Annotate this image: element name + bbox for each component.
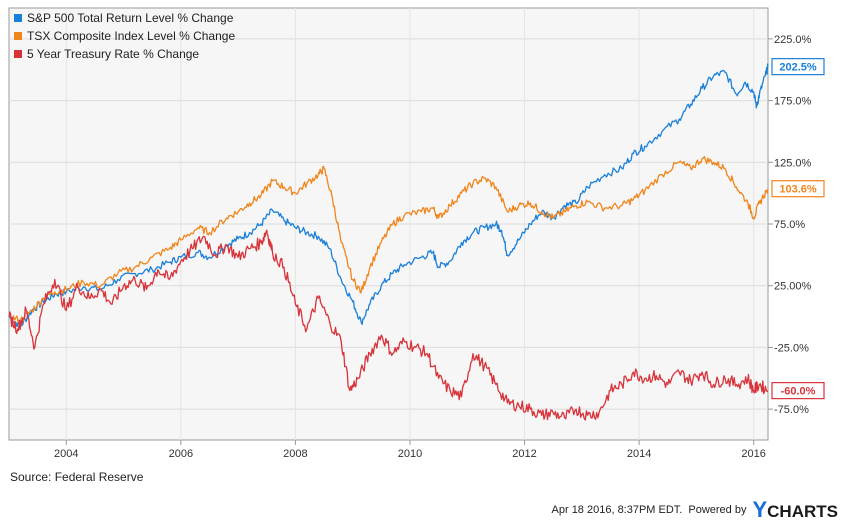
end-value-label: -60.0%	[781, 386, 816, 398]
timestamp: Apr 18 2016, 8:37PM EDT.	[551, 504, 683, 516]
y-tick-label: -25.0%	[774, 342, 809, 354]
legend-item-label[interactable]: 5 Year Treasury Rate % Change	[27, 47, 199, 61]
legend-swatch[interactable]	[14, 50, 22, 58]
legend-swatch[interactable]	[14, 14, 22, 22]
axis-layer: 225.0% 175.0% 125.0% 75.0% 25.00% -25.0% -75.0…	[54, 34, 811, 460]
source-note: Source: Federal Reserve	[10, 470, 144, 484]
y-tick-label: 75.0%	[774, 219, 805, 231]
y-tick-label: 175.0%	[774, 96, 812, 108]
y-tick-label: 25.00%	[774, 281, 812, 293]
end-label-box	[771, 58, 825, 76]
series-line	[8, 155, 769, 324]
x-tick-label: 2008	[283, 448, 307, 460]
x-tick-label: 2010	[398, 448, 422, 460]
legend[interactable]: S&P 500 Total Return Level % Change TSX C…	[14, 11, 235, 61]
x-tick-label: 2014	[627, 448, 651, 460]
x-tick-label: 2004	[54, 448, 78, 460]
series-layer	[8, 63, 769, 421]
series-line	[8, 63, 769, 328]
legend-swatch[interactable]	[14, 32, 22, 40]
legend-item-label[interactable]: S&P 500 Total Return Level % Change	[27, 11, 234, 25]
grid-layer	[9, 8, 768, 440]
x-tick-label: 2012	[512, 448, 536, 460]
end-labels: 202.5% 103.6% -60.0%	[771, 58, 825, 400]
powered-by-label: Powered by	[688, 504, 747, 516]
ycharts-logo[interactable]: YCHARTS	[752, 497, 838, 522]
end-label-box	[771, 382, 825, 400]
x-tick-label: 2006	[169, 448, 193, 460]
series-line	[8, 229, 769, 421]
end-value-label: 202.5%	[779, 62, 817, 74]
x-tick-label: 2016	[741, 448, 765, 460]
end-label-box	[771, 180, 825, 198]
footer: Apr 18 2016, 8:37PM EDT. Powered by YCHA…	[552, 497, 838, 523]
y-tick-label: 225.0%	[774, 34, 812, 46]
end-value-label: 103.6%	[779, 184, 817, 196]
y-tick-label: -75.0%	[774, 404, 809, 416]
y-tick-label: 125.0%	[774, 157, 812, 169]
legend-item-label[interactable]: TSX Composite Index Level % Change	[27, 29, 235, 43]
